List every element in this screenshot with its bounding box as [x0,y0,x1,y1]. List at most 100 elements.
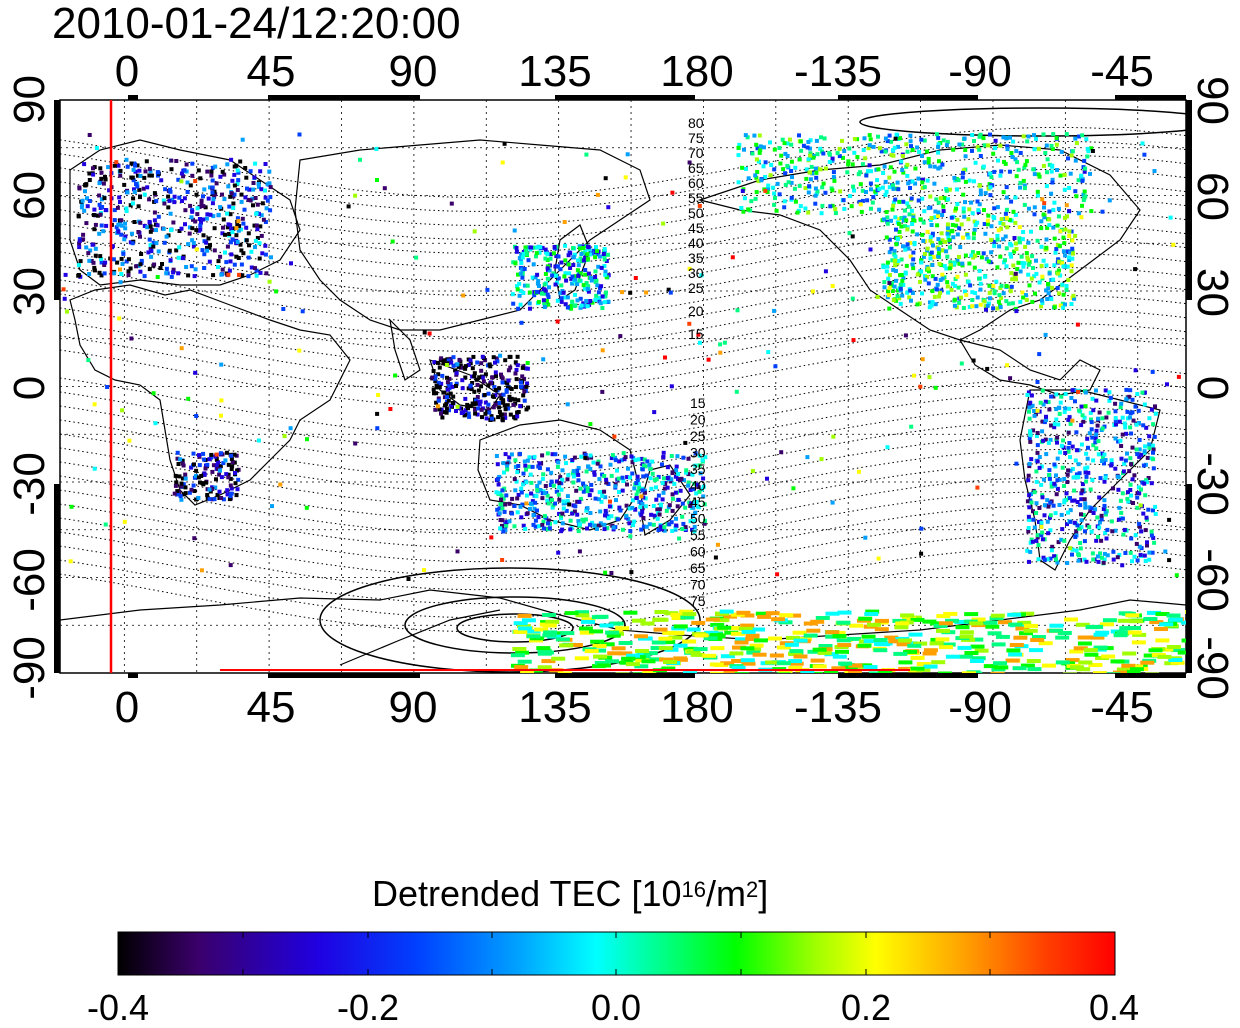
tec-point [219,413,223,418]
tec-point [607,504,612,509]
tec-point [1125,409,1130,414]
tec-point [975,199,980,204]
tec-point [868,671,883,673]
tec-point [134,264,139,269]
tec-point [304,505,309,510]
tec-point [926,281,931,286]
tec-point [585,486,590,491]
tec-point [248,169,253,174]
tec-point [1070,418,1075,423]
tec-point [445,395,449,400]
tec-point [797,183,802,188]
tec-point [501,400,506,405]
tec-point [1181,638,1186,643]
tec-point [635,474,640,479]
tec-point [492,385,497,390]
tec-point [925,248,930,253]
tec-point [1050,285,1055,290]
magnetic-contour [60,126,1186,198]
tec-point [952,303,957,308]
tec-point [1045,498,1050,503]
tec-point [535,272,540,277]
tec-point [589,482,594,487]
tec-point [942,264,947,269]
tec-point [1142,402,1147,407]
tec-point [641,516,646,520]
tec-region [172,450,241,502]
tec-point [893,263,898,268]
tec-point [630,471,635,476]
tec-point [1043,151,1048,155]
tec-point [541,357,546,362]
tec-point [1004,246,1009,251]
tec-point [1141,511,1146,516]
tec-point [683,671,697,673]
tec-point [1070,388,1075,393]
tec-point [922,651,937,656]
tec-point [161,198,166,203]
tec-point [1062,498,1067,503]
tec-point [607,651,622,656]
tec-point [228,212,233,217]
tec-point [1082,415,1087,420]
tec-point [886,276,891,281]
tec-point [1068,250,1073,255]
tec-point [99,170,104,175]
tec-point [1085,436,1090,441]
tec-point [179,226,184,231]
tec-point [789,661,804,666]
tec-point [466,363,471,367]
tec-point [1068,468,1073,473]
tec-point [892,169,897,174]
tec-point [938,671,952,673]
tec-point [1029,648,1043,653]
tec-point [1001,291,1006,296]
tec-point [211,273,216,278]
tec-point [744,166,748,171]
tec-point [945,618,959,623]
tec-point [1066,156,1070,161]
tec-point [1078,541,1083,545]
tec-point [602,300,607,305]
tec-point [1142,449,1147,454]
tec-point [1062,538,1067,543]
tec-point [592,472,597,477]
tec-point [932,164,937,169]
tec-point [1056,206,1061,211]
tec-point [122,182,127,187]
tec-point [502,412,507,417]
tec-point [221,497,226,502]
tec-point [550,273,555,278]
tec-point [222,197,227,202]
tec-point [983,231,988,236]
tec-point [895,180,900,185]
tec-point [977,134,982,139]
tec-point [978,132,983,137]
tec-point [1025,255,1030,260]
tec-point [860,162,865,167]
tec-point [194,228,199,233]
tec-point [472,229,477,234]
tec-point [554,273,559,278]
tec-point [521,393,526,398]
tec-point [871,195,876,200]
tec-point [433,374,438,379]
tec-point [896,642,911,647]
tec-point [238,159,243,164]
tec-point [895,294,900,299]
tec-point [1040,530,1045,535]
tec-point [660,497,665,502]
tec-point [838,661,853,666]
tec-point [1075,322,1080,327]
tec-point [571,480,576,485]
tec-point [670,496,675,501]
tec-point [830,284,835,288]
tec-point [180,171,184,176]
tec-point [852,188,856,193]
tec-point [1113,633,1128,638]
tec-point [82,208,87,213]
tec-point [793,654,808,659]
tec-point [933,215,938,220]
tec-point [684,468,689,473]
tec-point [1130,477,1135,482]
